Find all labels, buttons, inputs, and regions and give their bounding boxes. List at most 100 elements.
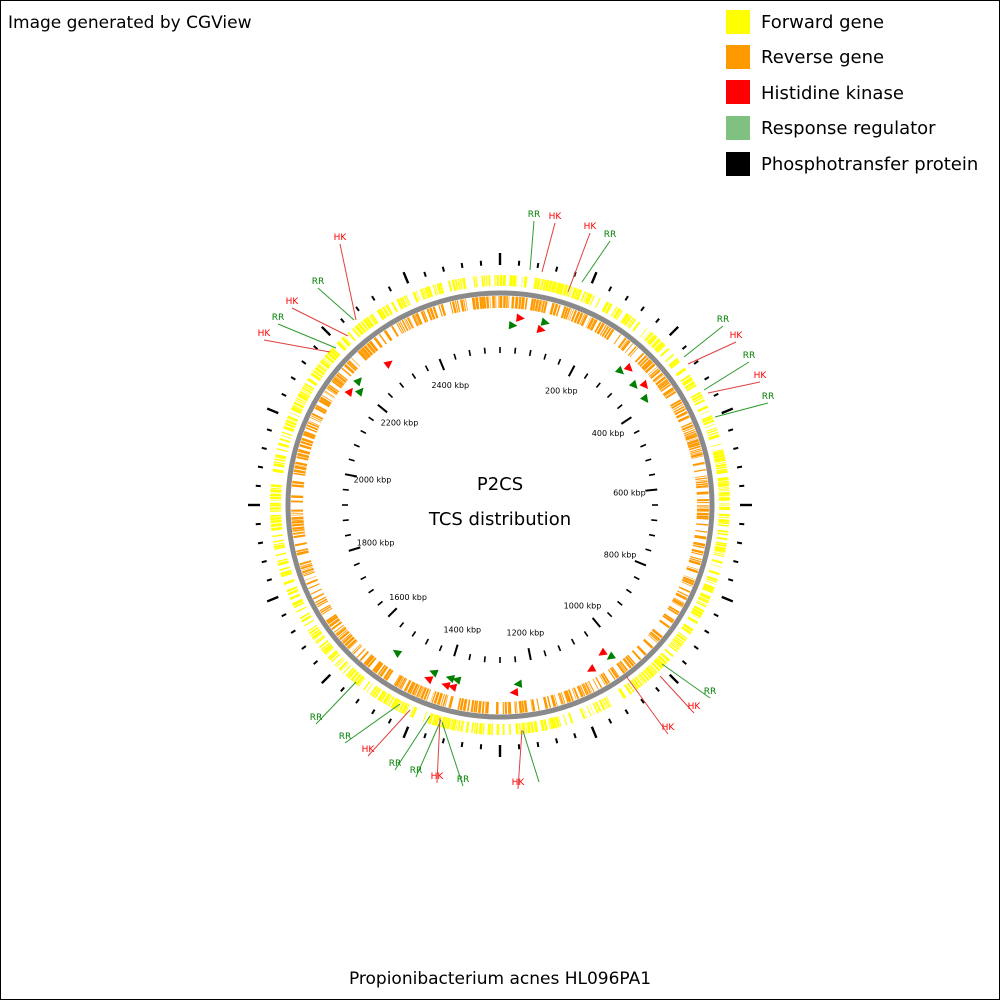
reverse-gene-ring-segment [550,694,557,708]
reverse-gene-ring-segment [321,607,333,615]
reverse-gene-ring-segment [327,385,339,395]
outer-tick [460,741,464,748]
minor-tick [387,392,394,399]
reverse-gene-ring-segment [351,357,361,367]
forward-gene-ring-segment [287,589,299,596]
forward-gene-ring-segment [686,384,697,392]
reverse-gene-ring-segment [687,565,699,571]
forward-gene-ring-segment [557,716,562,727]
reverse-gene-ring-segment [405,318,412,330]
forward-gene-ring-segment [471,722,474,734]
reverse-gene-ring-segment [532,298,537,311]
reverse-gene-ring-segment [465,298,468,311]
tick-label: 400 kbp [592,429,625,438]
forward-gene-ring-segment [571,287,578,299]
reverse-gene-ring-segment [383,329,393,342]
reverse-gene-ring-segment [320,605,332,614]
reverse-gene-ring-segment [420,310,427,323]
reverse-gene-ring-segment [366,344,375,354]
reverse-gene-ring-segment [693,541,706,547]
forward-gene-ring-segment [706,575,718,582]
reverse-gene-ring-segment [663,613,675,622]
reverse-gene-ring-segment [620,340,631,352]
outer-tick [681,660,687,665]
forward-gene-ring-segment [383,306,391,317]
forward-gene-ring-segment [638,673,647,684]
forward-gene-ring-segment [272,534,284,538]
forward-gene-ring-segment [369,685,378,696]
forward-gene-ring-segment [312,369,323,378]
reverse-gene-ring-segment [631,650,642,661]
minor-tick [348,458,355,462]
forward-gene-ring-segment [718,497,730,501]
outer-tick [266,595,279,603]
tick-label: 1400 kbp [443,625,481,634]
forward-gene-ring-segment [589,295,596,306]
forward-gene-ring-segment [665,354,675,363]
forward-gene-ring-segment [555,282,560,294]
reverse-gene-ring-segment [372,660,382,672]
forward-gene-ring-segment [314,366,326,376]
forward-gene-ring-segment [718,502,730,504]
tick-label: 2000 kbp [354,476,392,485]
reverse-gene-ring-segment [696,491,709,495]
forward-gene-ring-segment [699,593,711,600]
forward-gene-ring-segment [312,632,323,640]
tick-label: 1600 kbp [389,593,427,602]
rr-callout-label: RR [272,313,285,323]
reverse-gene-ring-segment [341,367,352,377]
forward-gene-ring-segment [706,427,717,432]
reverse-gene-ring-segment [357,350,368,361]
reverse-gene-ring-segment [644,363,656,374]
forward-gene-ring-segment [702,587,714,594]
forward-gene-ring-segment [485,275,488,287]
forward-gene-ring-segment [396,700,403,711]
reverse-gene-ring-segment [546,696,552,709]
forward-gene-ring-segment [481,275,485,287]
callout-leader [517,729,523,790]
outer-tick [460,262,464,269]
reverse-gene-ring-segment [599,674,606,686]
hk-callout-label: HK [362,745,376,755]
forward-gene-ring-segment [699,410,710,416]
forward-gene-ring-segment [690,610,702,618]
reverse-gene-ring-segment [403,679,412,692]
reverse-gene-ring-segment [696,485,709,489]
hk-callout-label: HK [730,331,744,341]
reverse-gene-ring-segment [346,638,358,649]
minor-tick [377,600,384,606]
response-regulator-marker [445,675,456,684]
forward-gene-ring-segment [324,354,335,364]
reverse-gene-ring-segment [592,678,599,690]
reverse-gene-ring-segment [696,511,709,513]
minor-tick [543,650,547,657]
reverse-gene-ring-segment [308,583,320,590]
forward-gene-ring-segment [681,376,692,384]
outer-tick [555,266,559,272]
reverse-gene-ring-segment [694,468,707,473]
reverse-gene-ring-segment [567,689,574,702]
minor-tick [424,638,430,645]
minor-tick [633,429,640,435]
reverse-gene-ring-segment [341,633,352,642]
reverse-gene-ring-segment [368,340,379,352]
reverse-gene-ring-segment [613,334,622,345]
reverse-gene-ring-segment [291,511,304,513]
reverse-gene-ring-segment [296,550,309,556]
forward-gene-ring-segment [299,390,310,398]
reverse-gene-ring-segment [420,687,428,700]
reverse-gene-ring-segment [299,444,312,450]
forward-gene-ring-segment [708,434,720,441]
response-regulator-marker [614,365,624,375]
reverse-gene-ring-segment [520,297,525,310]
reverse-gene-ring-segment [696,517,709,520]
forward-gene-ring-segment [714,548,726,553]
forward-gene-ring-segment [715,541,727,545]
outer-tick [704,376,710,381]
reverse-gene-ring-segment [438,304,443,317]
histidine-kinase-marker [536,324,546,333]
minor-tick [648,473,656,477]
forward-gene-ring-segment [488,275,491,287]
forward-gene-ring-segment [647,335,658,346]
forward-gene-ring-segment [355,675,364,686]
